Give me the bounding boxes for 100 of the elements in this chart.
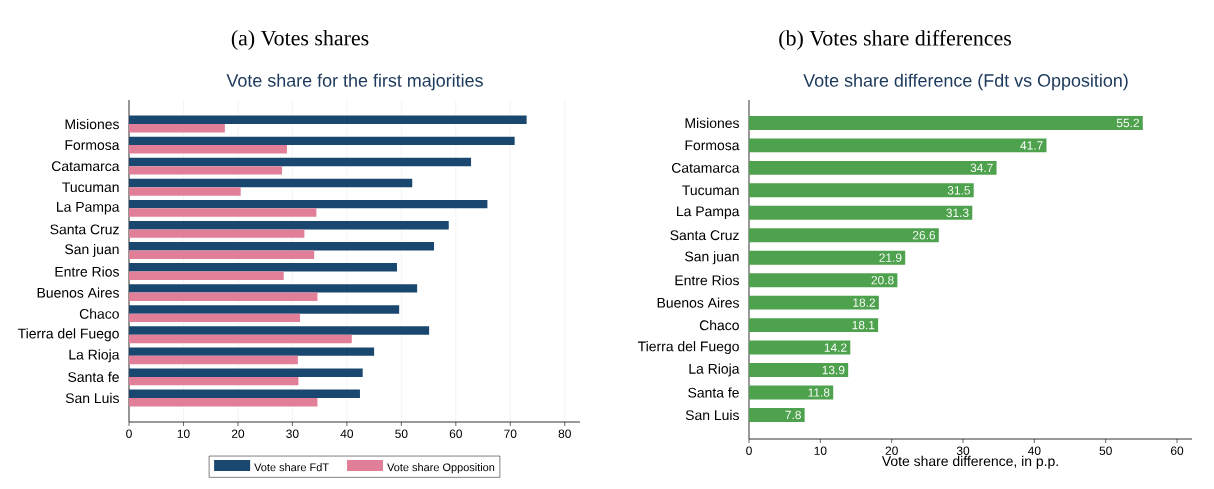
- bar: [129, 389, 360, 398]
- bar: [129, 145, 287, 154]
- bar: [129, 355, 298, 365]
- y-tick-label: Chaco: [79, 308, 119, 319]
- chart-title: (b) Votes share differences: [779, 29, 1011, 51]
- x-tick-label: 50: [1099, 446, 1112, 455]
- chart-subtitle: Vote share difference (Fdt vs Opposition): [803, 73, 1128, 91]
- y-tick-label: San Luis: [685, 409, 739, 421]
- y-tick-label: San Luis: [65, 392, 119, 404]
- data-label: 34.7: [970, 163, 993, 173]
- y-tick-label: Entre Rios: [55, 266, 119, 277]
- bar: [749, 138, 1047, 153]
- data-label: 20.8: [871, 275, 894, 285]
- y-tick-label: La Rioja: [69, 349, 120, 363]
- data-label: 14.2: [824, 343, 847, 352]
- y-tick-label: La Rioja: [689, 363, 740, 377]
- y-tick-label: Tierra del Fuego: [17, 328, 119, 342]
- y-tick-label: Formosa: [685, 140, 740, 151]
- data-label: 11.8: [808, 388, 830, 397]
- x-tick-label: 50: [395, 429, 408, 438]
- y-tick-label: San juan: [685, 251, 739, 265]
- bar: [129, 271, 284, 280]
- data-label: 18.2: [853, 298, 876, 307]
- bar: [129, 284, 418, 293]
- data-label: 26.6: [912, 231, 936, 240]
- bar: [749, 363, 849, 377]
- bar: [129, 124, 225, 133]
- x-tick-label: 60: [1170, 446, 1184, 455]
- bar: [129, 292, 318, 302]
- x-tick-label: 60: [449, 429, 462, 438]
- bar: [129, 313, 301, 323]
- chart-title: (a) Votes shares: [231, 30, 369, 50]
- bar: [129, 229, 305, 238]
- bar: [129, 368, 363, 377]
- bar: [749, 228, 939, 243]
- bar: [129, 187, 241, 196]
- y-tick-label: Santa fe: [68, 371, 119, 383]
- bar: [129, 242, 435, 251]
- y-tick-label: Tierra del Fuego: [637, 341, 739, 355]
- y-tick-label: Catamarca: [51, 161, 120, 172]
- bar: [749, 408, 805, 422]
- x-tick-label: 70: [504, 429, 517, 438]
- y-tick-label: Santa Cruz: [670, 230, 739, 241]
- bar: [129, 136, 515, 146]
- bar: [749, 115, 1143, 130]
- x-tick-label: 10: [814, 446, 827, 455]
- data-label: 18.1: [852, 320, 875, 330]
- y-tick-label: Catamarca: [671, 162, 740, 173]
- y-tick-label: Buenos Aires: [657, 297, 739, 308]
- bar: [749, 340, 851, 355]
- y-tick-label: Tucuman: [682, 185, 739, 196]
- x-tick-label: 0: [746, 446, 752, 455]
- y-tick-label: Buenos Aires: [37, 287, 119, 298]
- x-tick-label: 40: [340, 429, 354, 438]
- data-label: 41.7: [1020, 141, 1043, 150]
- y-tick-label: Misiones: [65, 118, 119, 130]
- bar: [129, 115, 527, 125]
- y-tick-label: Santa fe: [688, 387, 739, 398]
- y-tick-label: La Pampa: [677, 206, 740, 220]
- bar: [129, 347, 375, 356]
- bar: [749, 295, 879, 310]
- bar: [749, 205, 973, 220]
- bar: [129, 326, 430, 335]
- x-tick-label: 80: [558, 429, 571, 438]
- data-label: 7.8: [785, 410, 801, 420]
- chart-subtitle: Vote share for the first majorities: [226, 73, 483, 91]
- bar: [129, 263, 397, 272]
- y-tick-label: Santa Cruz: [50, 224, 119, 235]
- bar: [129, 220, 449, 230]
- bar: [129, 208, 317, 217]
- bar: [749, 318, 879, 333]
- x-tick-label: 20: [885, 446, 898, 455]
- bar: [129, 166, 283, 175]
- data-label: 55.2: [1116, 118, 1139, 128]
- bar: [749, 183, 974, 198]
- bar: [129, 376, 299, 386]
- y-tick-label: Chaco: [699, 319, 739, 331]
- x-tick-label: 0: [126, 429, 132, 438]
- y-tick-label: Tucuman: [62, 182, 119, 193]
- bar: [129, 178, 413, 188]
- bar: [129, 397, 318, 407]
- bar: [129, 157, 472, 167]
- bar: [129, 250, 315, 259]
- data-label: 21.9: [879, 253, 902, 262]
- bar: [749, 160, 997, 175]
- legend-label: Vote share Opposition: [387, 463, 495, 474]
- y-tick-label: La Pampa: [57, 202, 120, 215]
- bar: [129, 199, 488, 209]
- data-label: 31.3: [946, 208, 969, 217]
- y-tick-label: Misiones: [685, 117, 739, 129]
- y-tick-label: Entre Rios: [675, 275, 739, 286]
- bar: [129, 305, 400, 314]
- data-label: 13.9: [822, 365, 845, 375]
- bar: [749, 273, 898, 288]
- y-tick-label: Formosa: [65, 140, 120, 150]
- bar: [129, 334, 352, 344]
- x-tick-label: 30: [286, 429, 299, 438]
- x-tick-label: 30: [956, 446, 970, 455]
- x-tick-label: 10: [177, 429, 190, 438]
- data-label: 31.5: [947, 186, 971, 195]
